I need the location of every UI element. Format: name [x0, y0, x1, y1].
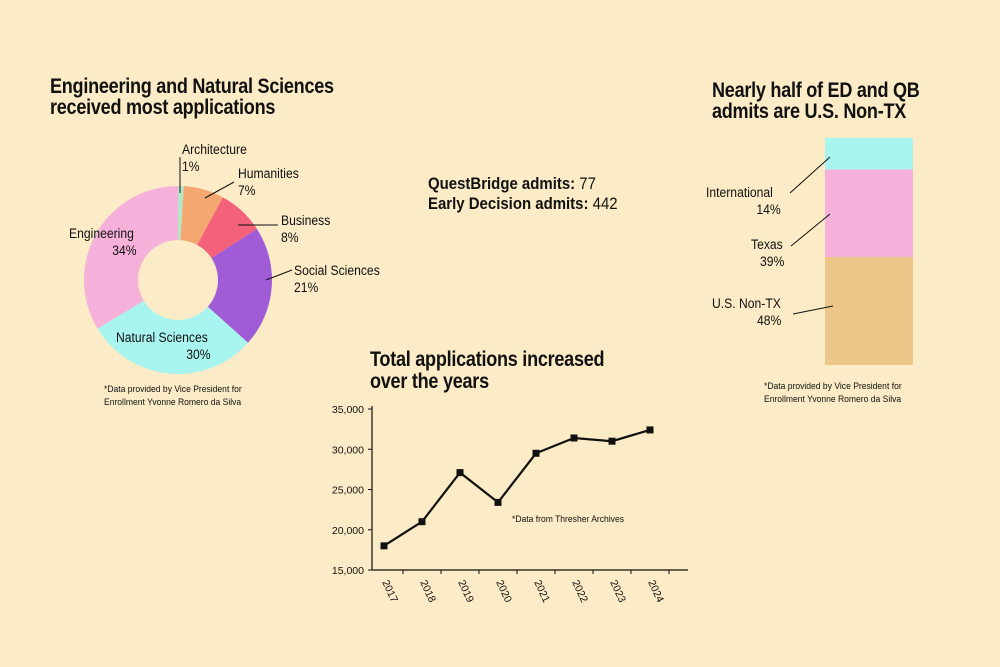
donut-slice-social-sciences — [207, 228, 272, 343]
questbridge-stat: QuestBridge admits: 77 — [428, 173, 596, 194]
early-decision-stat: Early Decision admits: 442 — [428, 193, 618, 214]
label-humanities: Humanities 7% — [238, 166, 299, 198]
data-point — [646, 426, 654, 434]
donut-slice-natural-sciences — [97, 300, 248, 374]
leader-social-sciences — [265, 269, 293, 281]
label-business: Business 8% — [281, 213, 331, 245]
bar-segment-texas — [825, 169, 913, 258]
data-point — [494, 498, 502, 506]
label-social-sciences: Social Sciences 21% — [294, 263, 380, 295]
leader-us-non-tx — [792, 305, 834, 315]
y-tick-label: 35,000 — [332, 404, 364, 416]
line-title-line2: over the years — [370, 370, 489, 393]
label-us-non-tx: U.S. Non-TX 48% — [712, 296, 782, 328]
questbridge-value: 77 — [579, 174, 596, 193]
bar-note-line1: *Data provided by Vice President for — [764, 381, 902, 392]
x-tick-label: 2020 — [493, 578, 514, 604]
donut-slice-humanities — [180, 186, 223, 245]
donut-title-line2: received most applications — [50, 96, 276, 119]
series-line — [383, 428, 651, 547]
data-point — [532, 449, 540, 457]
data-point — [418, 518, 426, 526]
donut-slice-engineering — [84, 186, 178, 329]
leader-international — [789, 156, 831, 194]
x-tick-label: 2017 — [379, 578, 400, 604]
early-decision-value: 442 — [592, 194, 618, 213]
y-tick-label: 20,000 — [332, 525, 364, 537]
bar-segment-international — [825, 138, 913, 170]
donut-slice-architecture — [178, 186, 184, 241]
bar-segment-u-s-non-tx — [825, 257, 913, 365]
early-decision-label: Early Decision admits: — [428, 194, 589, 213]
bar-title-line1: Nearly half of ED and QB — [712, 79, 920, 102]
donut-note-line1: *Data provided by Vice President for — [104, 384, 242, 395]
data-point — [380, 542, 388, 550]
data-point — [456, 469, 464, 477]
leader-texas — [790, 213, 831, 247]
label-engineering: Engineering 34% — [69, 226, 137, 258]
label-architecture: Architecture 1% — [182, 142, 247, 174]
y-tick-label: 15,000 — [332, 565, 364, 577]
line-note: *Data from Thresher Archives — [512, 514, 624, 525]
x-tick-label: 2018 — [417, 578, 438, 604]
x-tick-label: 2022 — [569, 578, 590, 604]
x-tick-label: 2024 — [645, 578, 666, 604]
x-tick-label: 2023 — [607, 578, 628, 604]
bar-title-line2: admits are U.S. Non-TX — [712, 100, 907, 123]
x-tick-label: 2019 — [455, 578, 476, 604]
x-tick-label: 2021 — [531, 578, 552, 604]
leader-humanities — [204, 181, 235, 199]
donut-title-line1: Engineering and Natural Sciences — [50, 75, 334, 98]
label-natural-sciences: Natural Sciences 30% — [116, 330, 211, 362]
line-title-line1: Total applications increased — [370, 348, 605, 371]
label-international: International 14% — [706, 185, 781, 217]
label-texas: Texas 39% — [751, 237, 785, 269]
data-point — [570, 434, 578, 442]
bar-note-line2: Enrollment Yvonne Romero da Silva — [764, 394, 902, 405]
data-point — [608, 437, 616, 445]
donut-slice-business — [197, 197, 257, 259]
questbridge-label: QuestBridge admits: — [428, 174, 576, 193]
donut-note-line2: Enrollment Yvonne Romero da Silva — [104, 397, 242, 408]
y-tick-label: 25,000 — [332, 485, 364, 497]
y-tick-label: 30,000 — [332, 444, 364, 456]
